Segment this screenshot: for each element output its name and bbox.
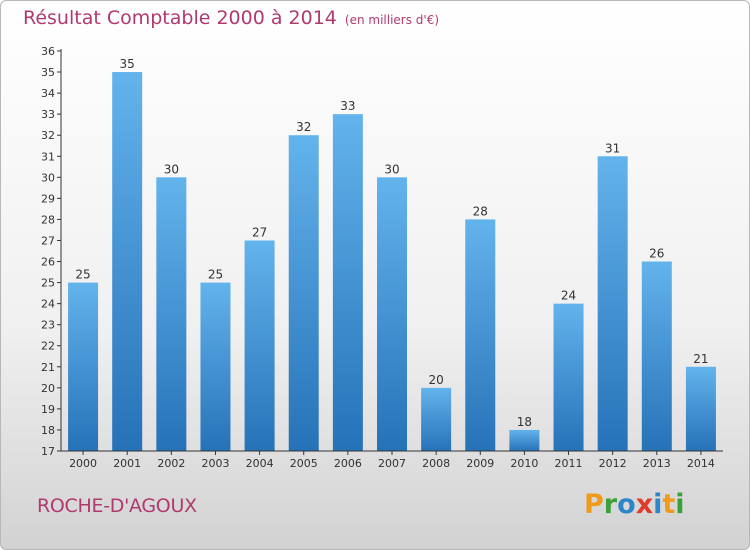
bar-value-label: 33 <box>340 99 355 113</box>
axis-layer: 17 18 19 20 21 22 23 24 25 26 27 28 29 30 31 32 33 34 35 36… <box>41 45 723 470</box>
bar-value-label: 24 <box>561 289 576 303</box>
bar-value-label: 20 <box>428 373 443 387</box>
bar-value-label: 30 <box>164 162 179 176</box>
bar-2002[interactable] <box>156 177 187 451</box>
bar-2003[interactable] <box>200 282 231 451</box>
y-tick-label: 19 <box>41 403 55 416</box>
y-tick-label: 28 <box>41 213 55 226</box>
logo-letter: i <box>675 489 685 520</box>
y-tick-label: 20 <box>41 382 55 395</box>
bar-value-label: 31 <box>605 141 620 155</box>
bar-2011[interactable] <box>553 303 584 451</box>
y-tick-label: 17 <box>41 445 55 458</box>
bar-value-label: 30 <box>384 162 399 176</box>
bar-2009[interactable] <box>465 219 496 451</box>
bar-2001[interactable] <box>112 72 143 451</box>
y-tick-label: 25 <box>41 277 55 290</box>
bar-2008[interactable] <box>421 387 452 451</box>
y-tick-label: 34 <box>41 87 55 100</box>
x-tick-label: 2013 <box>643 457 671 470</box>
bar-2007[interactable] <box>377 177 407 451</box>
y-tick-label: 22 <box>41 340 55 353</box>
bar-2014[interactable] <box>685 366 716 451</box>
y-tick-label: 26 <box>41 256 55 269</box>
bar-value-label: 25 <box>208 268 223 282</box>
x-tick-label: 2014 <box>687 457 715 470</box>
logo-letter: r <box>603 489 618 520</box>
bar-value-label: 28 <box>473 204 488 218</box>
bar-value-label: 25 <box>75 268 90 282</box>
y-tick-label: 23 <box>41 319 55 332</box>
chart-title-block: Résultat Comptable 2000 à 2014 (en millie… <box>23 7 439 29</box>
x-tick-label: 2011 <box>555 457 583 470</box>
y-tick-label: 24 <box>41 298 55 311</box>
bar-2004[interactable] <box>244 240 275 451</box>
bar-2013[interactable] <box>641 261 672 451</box>
x-tick-label: 2003 <box>201 457 229 470</box>
logo-letter: o <box>617 489 636 520</box>
y-tick-label: 29 <box>41 192 55 205</box>
chart-title: Résultat Comptable 2000 à 2014 <box>23 7 337 29</box>
x-tick-label: 2012 <box>599 457 627 470</box>
bar-value-label: 32 <box>296 120 311 134</box>
x-tick-label: 2005 <box>290 457 318 470</box>
x-tick-label: 2008 <box>422 457 450 470</box>
bar-2000[interactable] <box>68 282 99 451</box>
bar-2010[interactable] <box>509 429 540 451</box>
logo-letter: i <box>653 489 663 520</box>
logo-letter: t <box>662 489 676 520</box>
y-tick-label: 35 <box>41 66 55 79</box>
y-tick-label: 21 <box>41 361 55 374</box>
x-tick-label: 2007 <box>378 457 406 470</box>
y-tick-label: 33 <box>41 108 55 121</box>
x-tick-label: 2006 <box>334 457 362 470</box>
y-tick-label: 18 <box>41 424 55 437</box>
y-tick-label: 27 <box>41 234 55 247</box>
bar-value-label: 18 <box>517 415 532 429</box>
x-tick-label: 2009 <box>466 457 494 470</box>
y-tick-label: 31 <box>41 150 55 163</box>
bar-2012[interactable] <box>597 156 628 451</box>
x-tick-label: 2002 <box>157 457 185 470</box>
x-tick-label: 2010 <box>510 457 538 470</box>
commune-name: ROCHE-D'AGOUX <box>37 495 197 517</box>
x-tick-label: 2001 <box>113 457 141 470</box>
bar-layer: 25 35 30 25 27 32 33 30 20 28 18 24 31 26 21 <box>68 57 716 452</box>
y-tick-label: 36 <box>41 45 55 58</box>
bar-value-label: 26 <box>649 247 664 261</box>
logo-letter: x <box>635 489 654 520</box>
logo-letter: P <box>584 489 604 520</box>
bar-value-label: 27 <box>252 225 267 239</box>
bar-value-label: 21 <box>693 352 708 366</box>
x-tick-label: 2004 <box>246 457 274 470</box>
bar-value-label: 35 <box>120 57 135 71</box>
y-tick-label: 32 <box>41 129 55 142</box>
x-tick-label: 2000 <box>69 457 97 470</box>
chart-subtitle: (en milliers d'€) <box>344 13 440 27</box>
bar-2005[interactable] <box>288 135 319 452</box>
bar-2006[interactable] <box>332 114 363 451</box>
y-tick-label: 30 <box>41 171 55 184</box>
proxiti-logo[interactable]: Proxiti <box>584 489 685 520</box>
